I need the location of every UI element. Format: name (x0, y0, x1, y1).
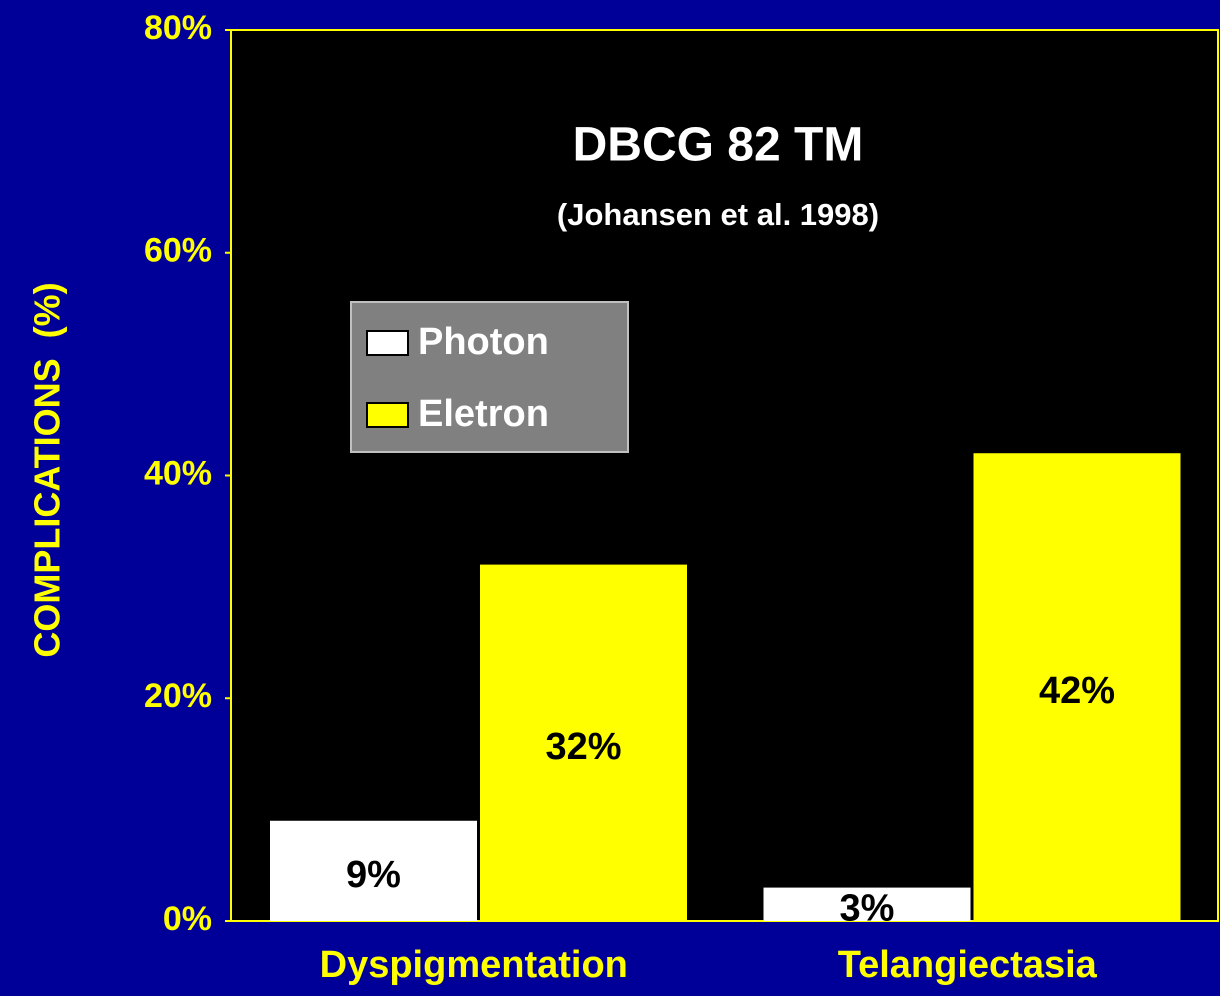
value-label: 9% (346, 854, 401, 896)
value-label: 32% (545, 726, 621, 768)
value-label: 3% (840, 887, 895, 929)
y-tick-label: 60% (144, 232, 212, 270)
y-tick-label: 20% (144, 677, 212, 715)
legend-label: Photon (418, 321, 549, 363)
chart-subtitle: (Johansen et al. 1998) (557, 197, 879, 232)
bar (763, 887, 971, 921)
legend-swatch (366, 330, 409, 356)
chart-title: DBCG 82 TM (573, 119, 864, 172)
y-tick-label: 40% (144, 454, 212, 492)
y-tick-label: 80% (144, 9, 212, 47)
legend-swatch (366, 402, 409, 428)
value-label: 42% (1039, 670, 1115, 712)
y-axis-label: COMPLICATIONS (%) (27, 282, 68, 657)
bar (270, 820, 477, 921)
x-tick-label: Dyspigmentation (320, 944, 628, 986)
legend-label: Eletron (418, 393, 549, 435)
marks (270, 453, 1181, 921)
bar (973, 453, 1181, 921)
bar (480, 564, 687, 921)
y-tick-label: 0% (163, 900, 212, 938)
x-tick-label: Telangiectasia (838, 944, 1098, 986)
